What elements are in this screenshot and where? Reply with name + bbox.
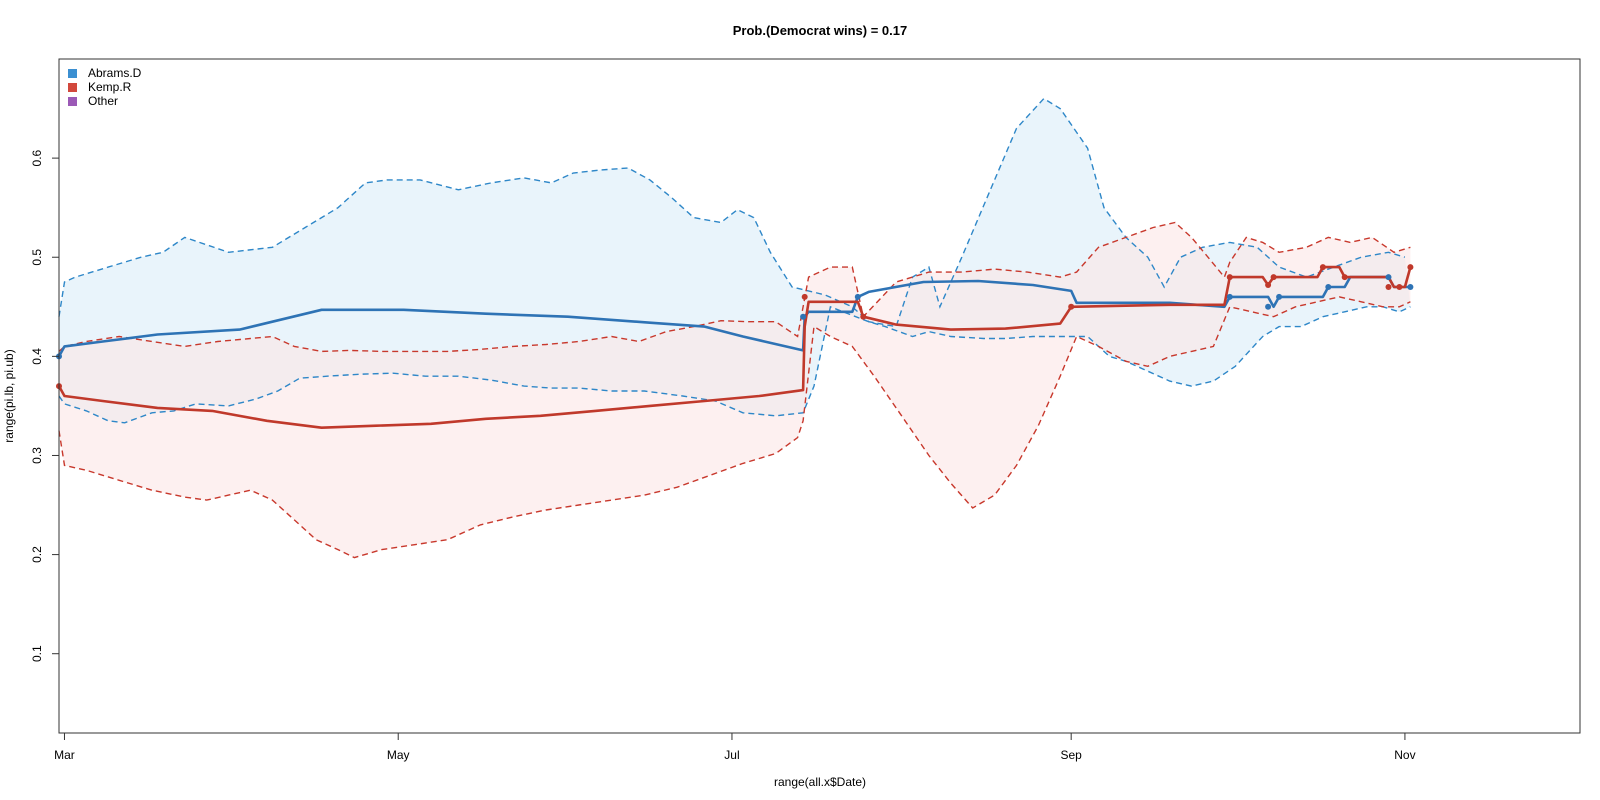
marker-0-2 xyxy=(854,293,861,300)
x-tick-label-1: May xyxy=(387,748,410,762)
upper-bound-line-0 xyxy=(58,97,1406,328)
y-axis-label: range(pi.lb, pi.ub) xyxy=(2,349,16,442)
marker-1-9 xyxy=(1385,284,1392,290)
x-tick-label-4: Nov xyxy=(1394,748,1415,762)
marker-1-5 xyxy=(1265,282,1272,288)
x-tick-label-0: Mar xyxy=(54,748,75,762)
marker-0-3 xyxy=(1226,293,1233,300)
mean-line-0 xyxy=(57,275,1411,358)
marker-0-5 xyxy=(1276,293,1283,300)
y-tick-label-4: 0.5 xyxy=(30,249,44,266)
marker-1-8 xyxy=(1341,274,1348,281)
legend-label-1: Kemp.R xyxy=(88,80,132,94)
y-tick-label-2: 0.3 xyxy=(30,447,44,464)
lower-bound-line-1 xyxy=(58,296,1411,559)
marker-1-11 xyxy=(1407,264,1414,271)
upper-bound-line-1 xyxy=(58,221,1411,353)
y-tick-label-1: 0.2 xyxy=(30,546,44,563)
marker-1-1 xyxy=(801,293,808,300)
y-tick-label-5: 0.6 xyxy=(30,149,44,166)
legend-label-2: Other xyxy=(88,94,118,108)
marker-0-1 xyxy=(800,313,807,320)
marker-1-3 xyxy=(1068,303,1075,310)
x-tick-label-3: Sep xyxy=(1060,748,1082,762)
legend-label-0: Abrams.D xyxy=(88,66,142,80)
lower-bound-line-0 xyxy=(58,305,1411,424)
marker-1-4 xyxy=(1226,274,1233,281)
legend-swatch-2 xyxy=(68,97,77,106)
marker-0-6 xyxy=(1325,284,1332,290)
chart-title: Prob.(Democrat wins) = 0.17 xyxy=(733,23,907,38)
marker-0-7 xyxy=(1385,274,1392,281)
plot-frame xyxy=(58,58,1581,734)
marker-1-2 xyxy=(860,313,867,320)
x-axis-label: range(all.x$Date) xyxy=(774,775,866,789)
legend-swatch-0 xyxy=(68,69,77,78)
axes: Mar May Jul Sep Nov 0.1 0.2 0.3 0.4 0.5 0.6 xyxy=(30,149,1416,762)
series-markers xyxy=(56,264,1414,390)
x-tick-label-2: Jul xyxy=(724,748,739,762)
y-tick-label-3: 0.4 xyxy=(30,348,44,365)
y-tick-label-0: 0.1 xyxy=(30,645,44,662)
marker-1-6 xyxy=(1270,274,1277,281)
marker-1-10 xyxy=(1396,284,1403,290)
marker-0-8 xyxy=(1407,284,1414,290)
marker-0-4 xyxy=(1265,303,1272,310)
series-lines xyxy=(57,97,1412,559)
marker-1-7 xyxy=(1319,264,1326,271)
legend-swatch-1 xyxy=(68,83,77,92)
band-fill-0 xyxy=(59,98,1411,423)
